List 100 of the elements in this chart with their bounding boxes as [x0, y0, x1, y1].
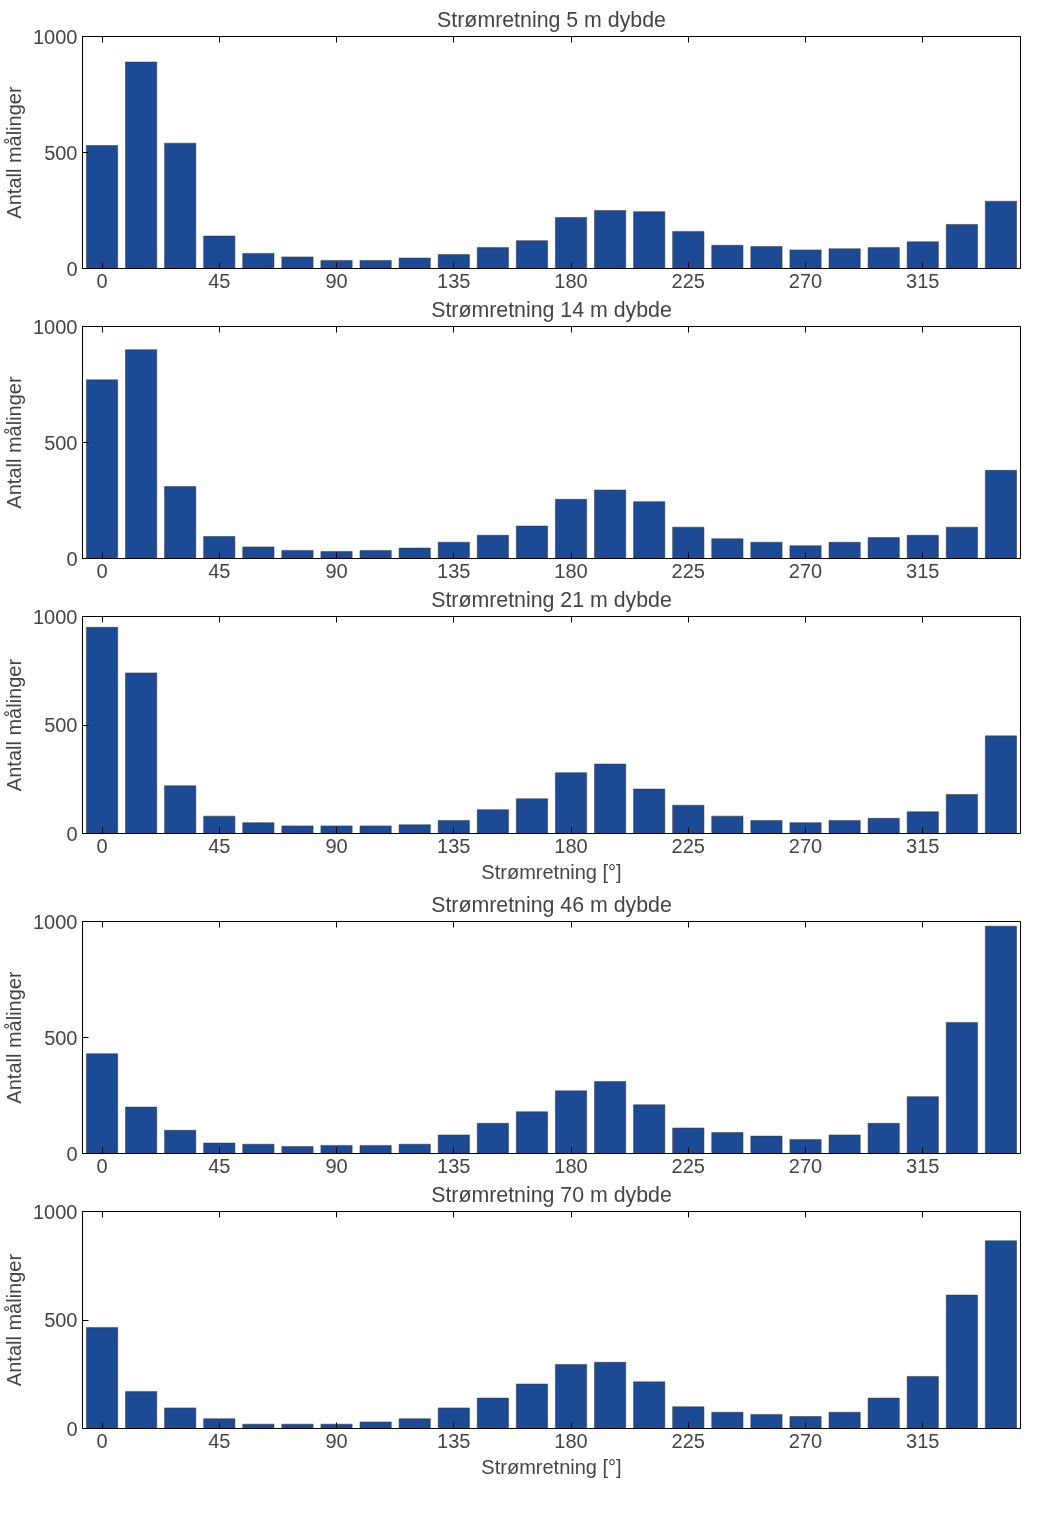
bar — [203, 1142, 236, 1154]
x-tick-label: 90 — [325, 559, 348, 582]
bar — [242, 1143, 275, 1154]
x-tick-label: 45 — [208, 1154, 231, 1177]
bar — [750, 246, 783, 269]
bar — [828, 248, 861, 269]
bar — [633, 211, 666, 269]
bar — [281, 256, 314, 269]
x-tick-label: 45 — [208, 269, 231, 292]
y-axis-title: Antall målinger — [3, 86, 26, 219]
bar — [711, 245, 744, 269]
bar — [945, 526, 978, 559]
bar — [476, 1123, 509, 1154]
x-tick-label: 270 — [788, 269, 823, 292]
bar — [594, 763, 627, 834]
bar — [985, 925, 1017, 1154]
bar — [281, 550, 314, 559]
bar — [164, 486, 197, 559]
x-tick-label: 270 — [788, 1154, 823, 1177]
bar — [711, 538, 744, 559]
bar — [750, 820, 783, 834]
bar — [945, 224, 978, 269]
bar — [867, 1123, 900, 1154]
bar — [594, 1362, 627, 1429]
x-tick-label: 270 — [788, 1429, 823, 1452]
bar — [476, 809, 509, 834]
x-tick-label: 0 — [96, 1429, 108, 1452]
bar — [398, 824, 431, 834]
bar — [164, 1407, 197, 1429]
x-tick-label: 0 — [96, 559, 108, 582]
bar — [86, 627, 118, 834]
bar — [86, 379, 118, 559]
bar — [672, 1127, 705, 1154]
y-axis-title: Antall målinger — [3, 658, 26, 792]
x-tick-label: 225 — [671, 1154, 705, 1177]
bar — [906, 1096, 939, 1154]
bar — [242, 253, 275, 269]
x-tick-label: 315 — [906, 559, 940, 582]
bar — [437, 1134, 470, 1154]
x-tick-label: 90 — [325, 1429, 348, 1452]
bar — [320, 260, 353, 269]
bar — [906, 1376, 939, 1429]
bar — [203, 235, 236, 269]
y-tick-label: 1000 — [33, 605, 78, 628]
bar — [359, 825, 392, 834]
bar — [281, 1146, 314, 1154]
bar — [125, 1391, 158, 1429]
chart-title: Strømretning 21 m dybde — [431, 587, 672, 612]
bar — [398, 257, 431, 269]
bar — [633, 1381, 666, 1429]
bar — [476, 1397, 509, 1429]
x-tick-label: 135 — [437, 1154, 471, 1177]
bar — [633, 1104, 666, 1154]
x-tick-label: 180 — [554, 559, 588, 582]
bar — [789, 1416, 822, 1429]
bar — [320, 1145, 353, 1154]
y-tick-label: 1000 — [33, 1200, 78, 1223]
y-tick-label: 1000 — [33, 25, 78, 48]
y-tick-label: 1000 — [33, 315, 78, 338]
bar — [320, 825, 353, 834]
bar — [711, 815, 744, 834]
bar — [516, 240, 548, 269]
y-tick-label: 500 — [44, 1309, 78, 1331]
bar — [672, 805, 705, 834]
x-tick-label: 315 — [906, 1429, 940, 1452]
bar — [945, 794, 978, 834]
bar — [516, 1383, 548, 1429]
x-tick-label: 45 — [208, 1429, 231, 1452]
x-tick-label: 225 — [671, 269, 705, 292]
bar — [359, 1145, 392, 1154]
bar — [125, 349, 158, 559]
bar — [633, 501, 666, 559]
bar — [555, 772, 587, 834]
x-tick-label: 90 — [325, 1154, 348, 1177]
bar — [867, 1397, 900, 1429]
bar — [359, 1421, 392, 1429]
y-axis-title: Antall målinger — [3, 376, 26, 509]
bar — [867, 818, 900, 834]
bar — [203, 815, 236, 834]
y-tick-label: 500 — [44, 1026, 78, 1049]
bar — [867, 537, 900, 559]
bar — [789, 545, 822, 559]
x-tick-label: 135 — [437, 1429, 471, 1452]
bar — [164, 1130, 197, 1154]
chart-title: Strømretning 46 m dybde — [431, 892, 672, 917]
x-tick-label: 225 — [671, 1429, 705, 1452]
x-axis-title: Strømretning [°] — [481, 860, 622, 883]
bar — [789, 1139, 822, 1154]
y-tick-label: 500 — [44, 431, 78, 454]
bar — [945, 1022, 978, 1154]
bar — [594, 210, 627, 269]
bar — [437, 1407, 470, 1429]
bar — [672, 231, 705, 269]
x-tick-label: 90 — [325, 269, 348, 292]
bar — [906, 811, 939, 834]
bar — [828, 542, 861, 559]
chart-title: Strømretning 14 m dybde — [431, 297, 672, 322]
x-tick-label: 0 — [96, 269, 108, 292]
bar — [633, 788, 666, 834]
bar — [398, 547, 431, 559]
